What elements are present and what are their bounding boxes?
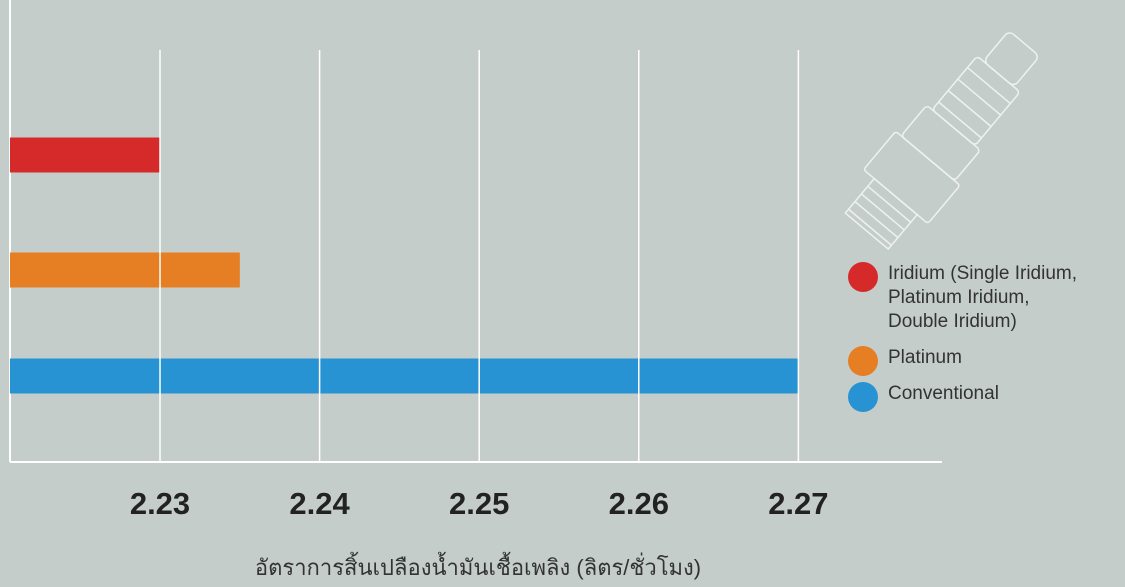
- bar: [10, 252, 240, 288]
- legend-item: Iridium (Single Iridium, Platinum Iridiu…: [848, 262, 1123, 334]
- x-axis-label: อัตราการสิ้นเปลืองน้ำมันเชื้อเพลิง (ลิตร…: [255, 552, 701, 580]
- x-tick-label: 2.24: [289, 486, 350, 521]
- legend-swatch: [848, 382, 878, 412]
- x-tick-label: 2.23: [130, 486, 190, 521]
- legend-swatch: [848, 262, 878, 292]
- legend: Iridium (Single Iridium, Platinum Iridiu…: [848, 262, 1123, 418]
- x-tick-label: 2.25: [449, 486, 509, 521]
- legend-label: Conventional: [888, 383, 999, 404]
- x-tick-label: 2.27: [768, 486, 828, 521]
- legend-swatch: [848, 346, 878, 376]
- legend-item: Platinum: [848, 346, 1123, 376]
- legend-item: Conventional: [848, 382, 1123, 412]
- x-tick-label: 2.26: [609, 486, 669, 521]
- bar: [10, 358, 799, 394]
- bar: [10, 137, 161, 173]
- spark-plug: [844, 32, 1038, 251]
- legend-label: Iridium (Single Iridium, Platinum Iridiu…: [888, 263, 1077, 332]
- legend-label: Platinum: [888, 347, 962, 368]
